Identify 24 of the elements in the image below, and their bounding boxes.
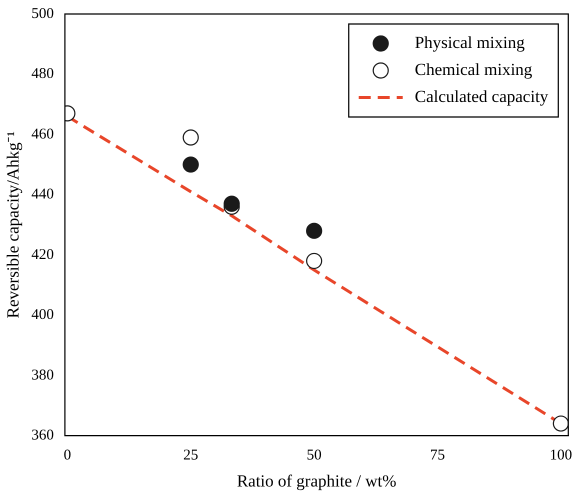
- x-axis-title: Ratio of graphite / wt%: [236, 471, 396, 490]
- point: [224, 196, 240, 212]
- y-tick-label: 360: [31, 428, 54, 444]
- y-tick-label: 380: [31, 367, 54, 384]
- point: [306, 222, 322, 239]
- legend-label: Chemical mixing: [414, 60, 533, 79]
- x-tick-label: 75: [430, 448, 446, 464]
- y-tick-label: 420: [31, 246, 54, 263]
- x-tick-label: 0: [64, 448, 72, 464]
- y-tick-label: 480: [31, 66, 54, 82]
- x-tick-label: 50: [306, 448, 322, 464]
- point: [552, 415, 568, 432]
- point: [182, 129, 199, 146]
- y-axis-title: Reversible capacity/Ahkg⁻¹: [4, 131, 23, 318]
- legend-label: Calculated capacity: [414, 86, 549, 106]
- x-tick-label: 25: [183, 448, 198, 464]
- legend-label: Physical mixing: [414, 32, 526, 52]
- y-tick-label: 500: [31, 6, 54, 22]
- point: [182, 156, 199, 173]
- y-tick-label: 440: [31, 186, 54, 203]
- point: [306, 252, 322, 270]
- x-tick-label: 100: [550, 448, 572, 464]
- y-tick-label: 400: [31, 307, 54, 324]
- y-tick-label: 460: [31, 126, 54, 142]
